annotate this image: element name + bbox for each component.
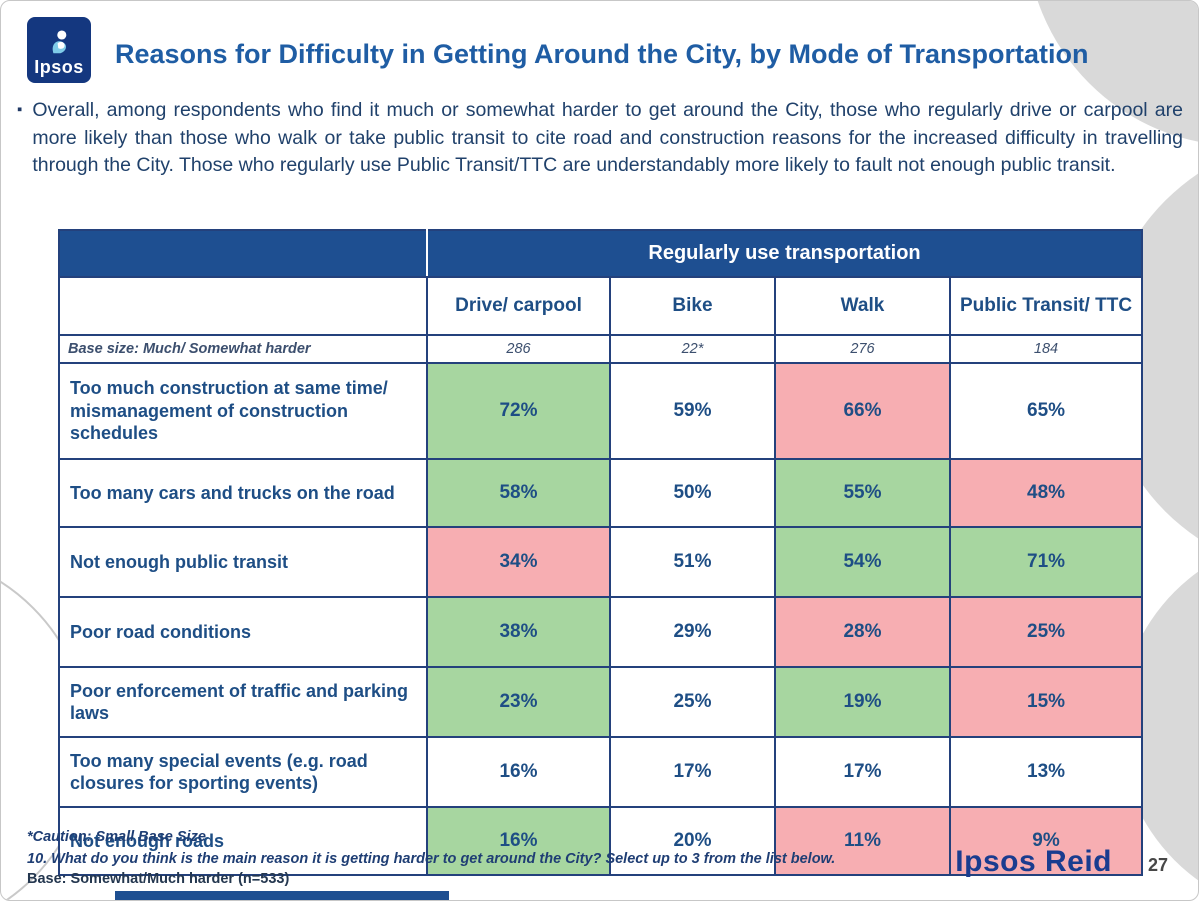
table-cell: 25%: [609, 666, 776, 738]
row-label: Not enough roads: [58, 806, 428, 876]
table-cell: 55%: [774, 458, 951, 528]
ipsos-logo-mark-icon: [52, 30, 67, 54]
row-label: Too many cars and trucks on the road: [58, 458, 428, 528]
base-note: Base: Somewhat/Much harder (n=533): [27, 871, 290, 887]
base-size-value: 276: [774, 334, 951, 364]
table-row: Too many special events (e.g. road closu…: [58, 736, 1144, 808]
table-cell: 38%: [426, 596, 611, 668]
ipsos-logo: Ipsos: [27, 17, 91, 83]
column-header-public-transit: Public Transit/ TTC: [948, 276, 1144, 336]
bottom-accent-bar: [115, 891, 449, 900]
table-cell: 15%: [948, 666, 1144, 738]
table-cell: 11%: [774, 806, 951, 876]
page-number: 27: [1147, 855, 1168, 875]
table-corner-cell: [58, 229, 428, 278]
table-cell: 58%: [426, 458, 611, 528]
base-size-label: Base size: Much/ Somewhat harder: [58, 334, 428, 364]
table-cell: 29%: [609, 596, 776, 668]
base-size-value: 286: [426, 334, 611, 364]
table-row: Poor road conditions 38% 29% 28% 25%: [58, 596, 1144, 668]
table-cell: 71%: [948, 526, 1144, 598]
table-cell: 66%: [774, 362, 951, 460]
row-label: Not enough public transit: [58, 526, 428, 598]
intro-block: ▪ Overall, among respondents who find it…: [17, 97, 1183, 180]
column-header-bike: Bike: [609, 276, 776, 336]
table-group-header: Regularly use transportation: [425, 229, 1144, 278]
table-cell: 9%: [948, 806, 1144, 876]
table-cell: 19%: [774, 666, 951, 738]
table-cell: 54%: [774, 526, 951, 598]
table-cell: 17%: [609, 736, 776, 808]
page-title: Reasons for Difficulty in Getting Around…: [115, 39, 1089, 69]
base-size-row: Base size: Much/ Somewhat harder 286 22*…: [58, 334, 1144, 364]
table-cell: 20%: [609, 806, 776, 876]
row-label: Poor enforcement of traffic and parking …: [58, 666, 428, 738]
base-size-value: 22*: [609, 334, 776, 364]
table-row: Not enough public transit 34% 51% 54% 71…: [58, 526, 1144, 598]
table-cell: 16%: [426, 736, 611, 808]
question-note: 10. What do you think is the main reason…: [27, 851, 836, 867]
results-table: Regularly use transportation Drive/ carp…: [58, 229, 1144, 876]
table-column-header-row: Drive/ carpool Bike Walk Public Transit/…: [58, 276, 1144, 336]
table-cell: 72%: [426, 362, 611, 460]
ipsos-reid-wordmark: Ipsos Reid: [955, 845, 1112, 878]
table-cell: 16%: [426, 806, 611, 876]
table-cell: 23%: [426, 666, 611, 738]
table-cell: 65%: [948, 362, 1144, 460]
row-label: Too much construction at same time/ mism…: [58, 362, 428, 460]
bullet-square-icon: ▪: [17, 101, 23, 118]
table-row: Too much construction at same time/ mism…: [58, 362, 1144, 460]
table-cell: 17%: [774, 736, 951, 808]
intro-text: Overall, among respondents who find it m…: [32, 99, 1183, 177]
row-label: Poor road conditions: [58, 596, 428, 668]
base-size-value: 184: [948, 334, 1144, 364]
table-cell: 28%: [774, 596, 951, 668]
ipsos-logo-text: Ipsos: [34, 57, 84, 77]
column-header-walk: Walk: [774, 276, 951, 336]
caution-note: *Caution: Small Base Size: [27, 829, 206, 845]
table-cell: 25%: [948, 596, 1144, 668]
table-cell: 48%: [948, 458, 1144, 528]
table-cell: 51%: [609, 526, 776, 598]
table-group-header-row: Regularly use transportation: [58, 229, 1144, 278]
table-cell: 34%: [426, 526, 611, 598]
table-cell: 59%: [609, 362, 776, 460]
row-label: Too many special events (e.g. road closu…: [58, 736, 428, 808]
table-row: Not enough roads 16% 20% 11% 9%: [58, 806, 1144, 876]
column-header-empty: [58, 276, 428, 336]
table-row: Poor enforcement of traffic and parking …: [58, 666, 1144, 738]
column-header-drive-carpool: Drive/ carpool: [426, 276, 611, 336]
table-cell: 50%: [609, 458, 776, 528]
table-cell: 13%: [948, 736, 1144, 808]
table-row: Too many cars and trucks on the road 58%…: [58, 458, 1144, 528]
